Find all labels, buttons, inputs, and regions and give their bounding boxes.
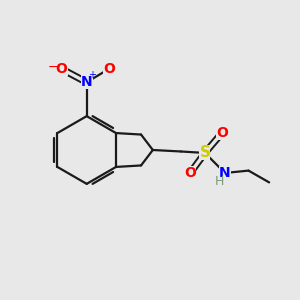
Text: N: N [81, 75, 92, 89]
Text: O: O [184, 166, 196, 180]
Text: +: + [88, 70, 96, 80]
Text: S: S [200, 146, 210, 160]
Text: O: O [103, 62, 115, 76]
Text: O: O [216, 126, 228, 140]
Text: −: − [48, 61, 58, 74]
Text: N: N [219, 166, 231, 180]
Text: O: O [56, 62, 68, 76]
Text: H: H [215, 175, 224, 188]
